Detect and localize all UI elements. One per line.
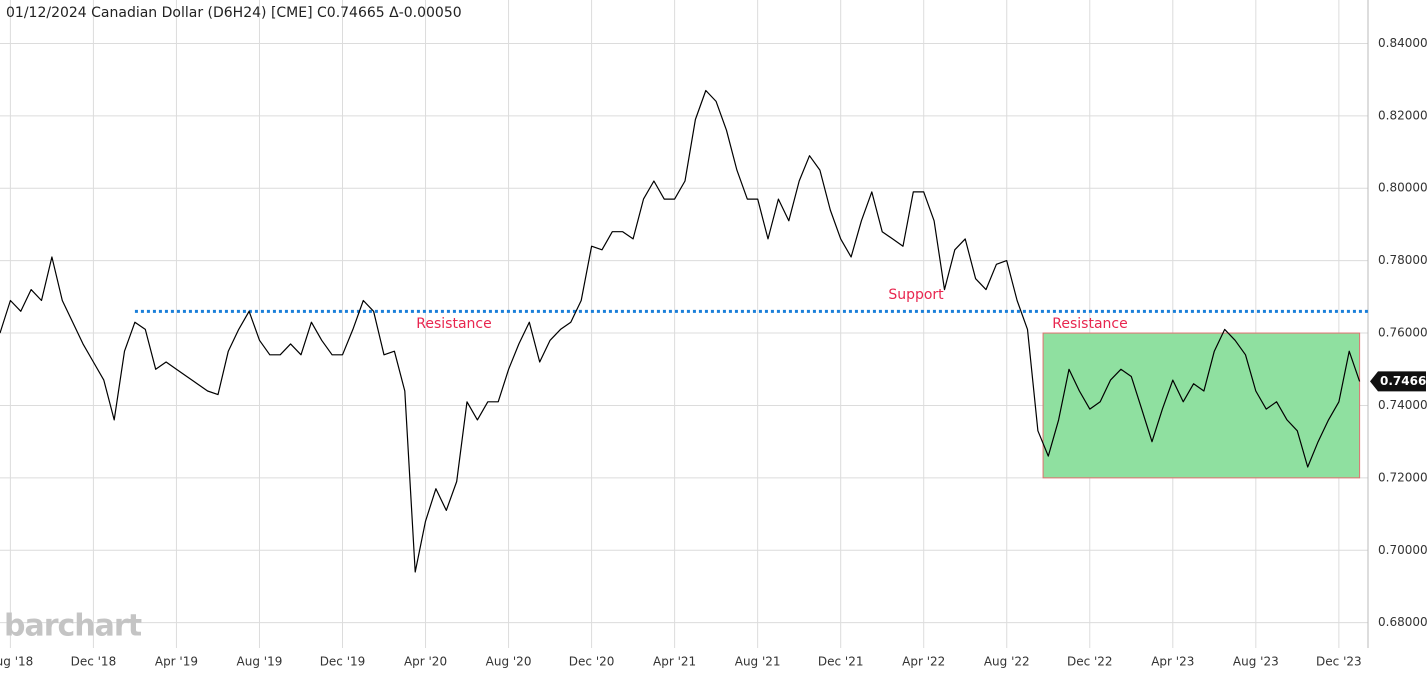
x-tick-label: Dec '21 bbox=[818, 655, 864, 669]
x-tick-label: Aug '23 bbox=[1233, 655, 1279, 669]
last-value-label: 0.74665 bbox=[1380, 374, 1428, 388]
price-line bbox=[0, 89, 1361, 573]
x-tick-label: Aug '22 bbox=[984, 655, 1030, 669]
x-tick-label: Apr '20 bbox=[404, 655, 447, 669]
y-tick-label: 0.78000 bbox=[1378, 253, 1428, 267]
x-tick-label: Apr '19 bbox=[155, 655, 198, 669]
y-tick-label: 0.82000 bbox=[1378, 108, 1428, 122]
y-tick-label: 0.80000 bbox=[1378, 181, 1428, 195]
x-tick-label: Dec '22 bbox=[1067, 655, 1113, 669]
x-tick-label: Aug '20 bbox=[486, 655, 532, 669]
x-tick-label: Dec '19 bbox=[320, 655, 366, 669]
x-tick-label: Aug '21 bbox=[735, 655, 781, 669]
y-tick-label: 0.74000 bbox=[1378, 398, 1428, 412]
y-tick-label: 0.68000 bbox=[1378, 615, 1428, 629]
x-tick-label: Dec '23 bbox=[1316, 655, 1362, 669]
annotation: Resistance bbox=[416, 316, 491, 332]
chart-title: 01/12/2024 Canadian Dollar (D6H24) [CME]… bbox=[6, 5, 462, 21]
last-value-badge bbox=[1370, 371, 1426, 392]
y-tick-label: 0.84000 bbox=[1378, 36, 1428, 50]
annotation: Support bbox=[888, 287, 944, 303]
x-tick-label: Aug '19 bbox=[237, 655, 283, 669]
annotation: Resistance bbox=[1052, 316, 1127, 332]
x-tick-label: Apr '21 bbox=[653, 655, 696, 669]
x-tick-label: Dec '18 bbox=[71, 655, 117, 669]
watermark: barchart bbox=[4, 609, 142, 644]
y-tick-label: 0.76000 bbox=[1378, 326, 1428, 340]
x-tick-label: Apr '22 bbox=[902, 655, 945, 669]
y-tick-label: 0.70000 bbox=[1378, 543, 1428, 557]
x-tick-label: Aug '18 bbox=[0, 655, 33, 669]
x-tick-label: Apr '23 bbox=[1151, 655, 1194, 669]
y-tick-label: 0.72000 bbox=[1378, 470, 1428, 484]
x-tick-label: Dec '20 bbox=[569, 655, 615, 669]
